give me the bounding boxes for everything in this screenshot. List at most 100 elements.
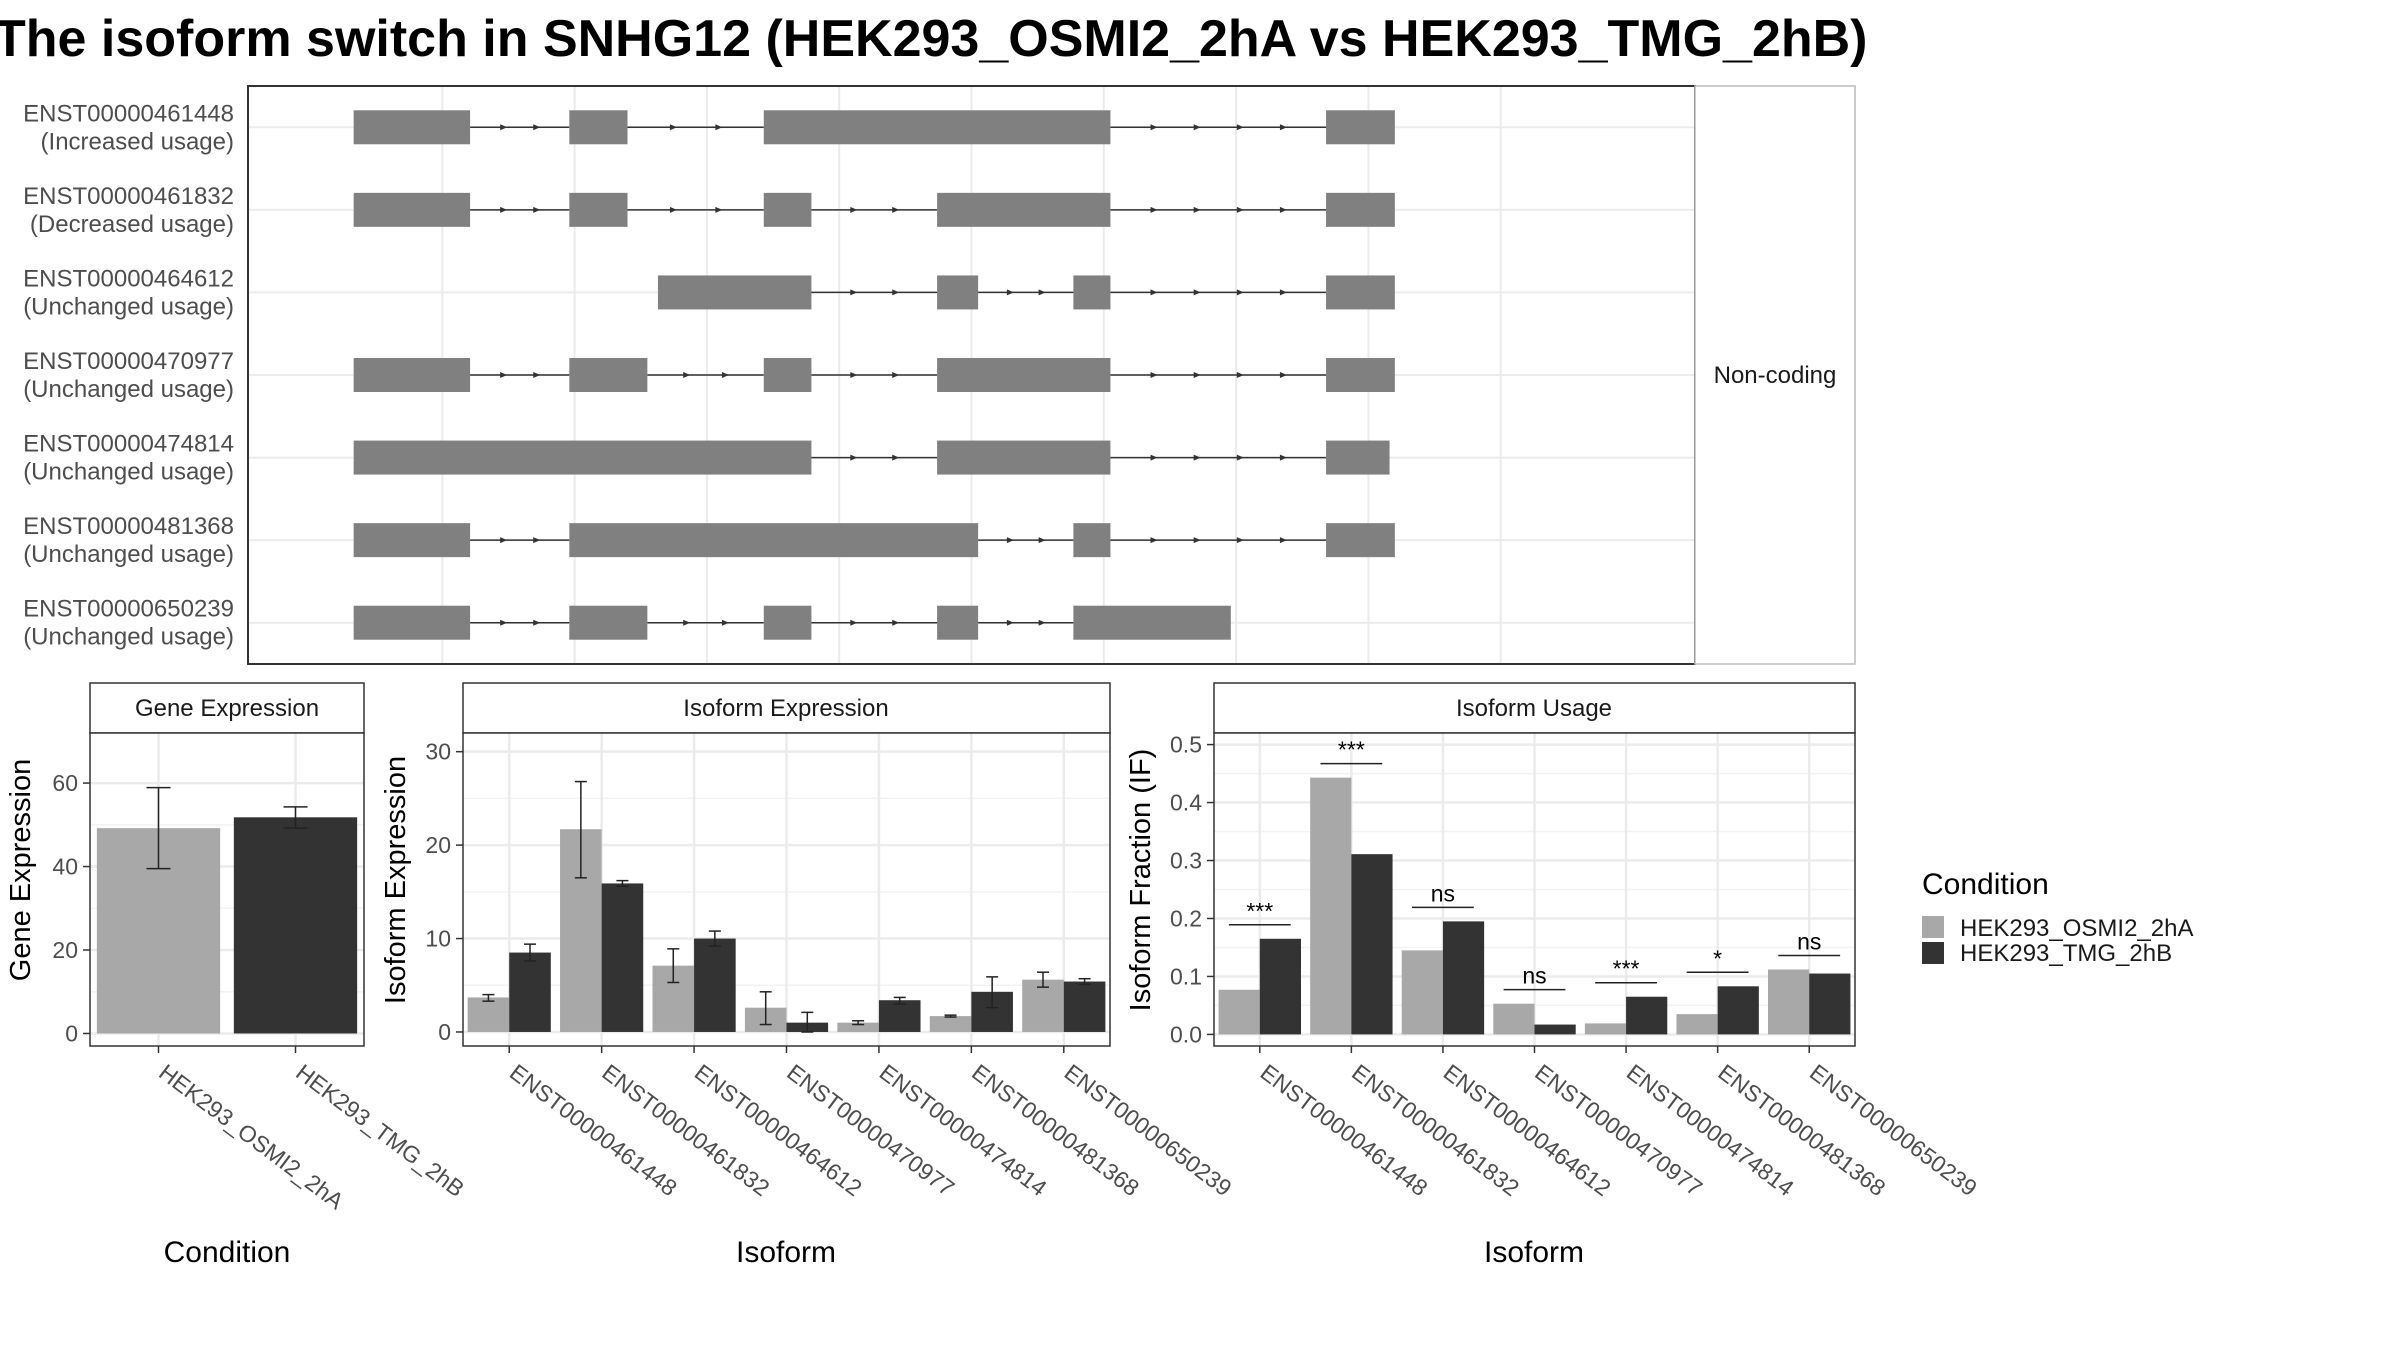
exon-block <box>569 192 628 227</box>
transcript-id-label: ENST00000461448 <box>23 100 234 127</box>
y-tick-label: 0 <box>438 1019 451 1045</box>
intron-arrow <box>1150 372 1158 378</box>
intron-arrow <box>1006 537 1014 544</box>
y-tick-label: 0.3 <box>1170 848 1202 874</box>
intron-arrow <box>721 619 729 626</box>
isoform-usage-x-label: Isoform <box>1484 1236 1584 1269</box>
exon-block <box>763 110 1111 145</box>
intron-arrow <box>1193 537 1201 544</box>
exon-block <box>353 605 471 640</box>
bar <box>1584 1023 1627 1035</box>
transcript-usage-label: (Unchanged usage) <box>23 293 234 320</box>
x-tick-label: ENST00000461832 <box>597 1059 774 1201</box>
intron-arrow <box>1236 124 1244 131</box>
intron-arrow <box>1236 454 1244 461</box>
exon-block <box>353 440 812 475</box>
intron-arrow <box>1150 454 1158 461</box>
significance-label: ns <box>1522 963 1546 989</box>
transcript-usage-label: (Unchanged usage) <box>23 541 234 568</box>
intron-arrow <box>533 619 541 626</box>
bar <box>1534 1024 1576 1035</box>
intron-arrow <box>1279 206 1287 213</box>
y-tick-label: 0 <box>65 1020 78 1046</box>
x-tick-label: ENST00000474814 <box>875 1059 1052 1201</box>
significance-label: * <box>1713 945 1722 971</box>
gene-expression-strip-label: Gene Expression <box>135 695 319 722</box>
transcript-structure-panel: Non-coding ENST00000461448(Increased usa… <box>23 85 1856 665</box>
transcript-usage-label: (Decreased usage) <box>30 211 234 238</box>
intron-arrow <box>683 619 691 626</box>
gene-expression-y-label: Gene Expression <box>5 759 37 981</box>
isoform-usage-panel: Isoform Usage Isoform Fraction (IF) Isof… <box>1125 682 1856 1269</box>
x-tick-label: ENST00000464612 <box>1439 1059 1616 1201</box>
intron-arrow <box>1279 537 1287 544</box>
exon-block <box>1326 110 1395 145</box>
x-tick-label: ENST00000461832 <box>1347 1059 1524 1201</box>
figure-title: The isoform switch in SNHG12 (HEK293_OSM… <box>0 10 1868 68</box>
intron-arrow <box>892 454 900 461</box>
intron-arrow <box>715 124 723 131</box>
y-tick-label: 20 <box>52 937 78 963</box>
intron-arrow <box>1038 289 1046 296</box>
exon-block <box>937 192 1111 227</box>
bar <box>1351 854 1393 1035</box>
significance-label: *** <box>1338 737 1365 763</box>
intron-arrow <box>533 537 541 544</box>
isoform-usage-y-label: Isoform Fraction (IF) <box>1125 749 1157 1012</box>
bar <box>694 938 736 1032</box>
x-tick-label: ENST00000474814 <box>1622 1059 1799 1201</box>
intron-arrow <box>1150 537 1158 544</box>
intron-arrow <box>1150 124 1158 131</box>
intron-arrow <box>1193 124 1201 131</box>
gene-expression-strip <box>89 682 365 734</box>
exon-block <box>569 110 628 145</box>
intron-arrow <box>500 372 508 378</box>
y-tick-label: 0.2 <box>1170 905 1202 931</box>
exon-block <box>353 110 471 145</box>
intron-arrow <box>533 124 541 131</box>
legend-title: Condition <box>1922 868 2049 901</box>
gene-expression-x-label: Condition <box>164 1236 291 1269</box>
exon-block <box>1073 275 1111 310</box>
exon-block <box>353 358 471 392</box>
exon-block <box>1326 440 1390 475</box>
legend-key-cond-a <box>1922 916 1944 938</box>
transcript-id-label: ENST00000461832 <box>23 183 234 210</box>
intron-arrow <box>1193 289 1201 296</box>
bar <box>509 952 551 1032</box>
significance-label: ns <box>1431 880 1455 906</box>
y-tick-label: 20 <box>425 832 451 858</box>
intron-arrow <box>669 124 677 131</box>
bar <box>1218 989 1260 1035</box>
isoform-expression-y-label: Isoform Expression <box>380 756 412 1004</box>
intron-arrow <box>1038 619 1046 626</box>
exon-block <box>763 605 812 640</box>
bar <box>1310 777 1352 1035</box>
exon-block <box>569 358 648 392</box>
legend-key-cond-b <box>1922 942 1944 964</box>
y-tick-label: 60 <box>52 770 78 796</box>
intron-arrow <box>500 537 508 544</box>
exon-block <box>353 192 471 227</box>
intron-arrow <box>1006 619 1014 626</box>
transcript-usage-label: (Unchanged usage) <box>23 459 234 486</box>
bar <box>601 883 644 1032</box>
y-tick-label: 0.4 <box>1170 790 1202 816</box>
bar <box>1626 996 1668 1035</box>
gene-expression-panel-border <box>89 732 365 1047</box>
intron-arrow <box>850 619 858 626</box>
intron-arrow <box>533 206 541 213</box>
x-tick-label: ENST00000650239 <box>1805 1059 1982 1201</box>
isoform-usage-strip <box>1213 682 1856 734</box>
isoform-usage-strip-label: Isoform Usage <box>1456 695 1612 722</box>
intron-arrow <box>1006 289 1014 296</box>
bar <box>467 997 510 1032</box>
intron-arrow <box>1279 124 1287 131</box>
exon-block <box>1326 523 1395 558</box>
legend-label-cond-a: HEK293_OSMI2_2hA <box>1960 915 2193 942</box>
bar <box>1676 1014 1718 1035</box>
intron-arrow <box>892 206 900 213</box>
x-tick-label: ENST00000481368 <box>967 1059 1144 1201</box>
intron-arrow <box>850 372 858 378</box>
bar <box>929 1016 972 1032</box>
